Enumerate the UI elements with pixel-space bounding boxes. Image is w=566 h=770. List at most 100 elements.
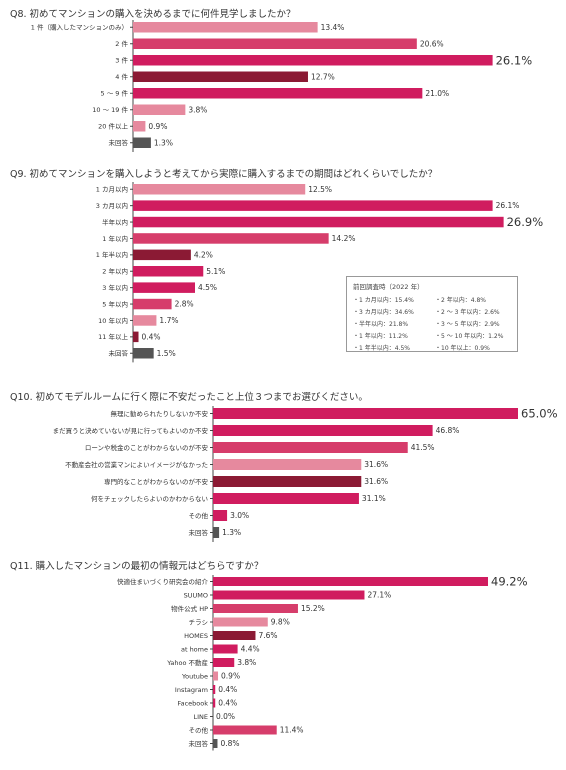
category-label: 未回答 <box>109 138 129 147</box>
category-label: 半年以内 <box>102 217 128 226</box>
annotation-item: ・1 カ月以内：15.4% <box>353 297 414 304</box>
bar <box>133 266 204 277</box>
data-label: 3.8% <box>188 105 207 114</box>
bar-chart-q11: 快適住まいづくり研究会の紹介 49.2% SUUMO 27.1% 物件公式 HP 15.2… <box>117 575 528 751</box>
data-label: 1.3% <box>154 138 173 147</box>
data-label: 5.1% <box>206 267 225 276</box>
category-label: 4 件 <box>115 72 128 81</box>
bar <box>213 685 216 694</box>
data-label: 41.5% <box>411 443 435 452</box>
annotation-item: ・5 〜 10 年以内：1.2% <box>435 333 504 340</box>
bar <box>213 476 362 487</box>
bar <box>213 577 488 586</box>
bar <box>213 631 256 640</box>
data-label: 26.1% <box>496 53 533 67</box>
data-label: 4.2% <box>194 250 213 259</box>
data-label: 4.4% <box>241 645 260 654</box>
data-label: 15.2% <box>301 604 325 613</box>
category-label: 10 〜 19 件 <box>92 105 128 114</box>
chart-title: Q11. 購入したマンションの最初の情報元はどちらですか？ <box>10 561 264 572</box>
category-label: LINE <box>193 713 208 721</box>
category-label: Youtube <box>181 672 208 680</box>
data-label: 1.7% <box>159 316 178 325</box>
bar <box>133 298 172 310</box>
data-label: 31.6% <box>364 477 388 486</box>
category-label: 未回答 <box>189 739 209 748</box>
bar <box>133 184 306 195</box>
bar <box>133 282 195 293</box>
bar <box>213 590 365 600</box>
data-label: 3.0% <box>230 511 249 520</box>
data-label: 0.4% <box>142 332 161 341</box>
bar <box>213 493 359 504</box>
annotation-item: ・3 カ月以内：34.6% <box>353 309 414 316</box>
category-label: 不動産会社の営業マンによいイメージがなかった <box>65 460 208 469</box>
category-label: HOMES <box>184 632 208 640</box>
data-label: 21.0% <box>425 89 449 98</box>
annotation-item: ・2 〜 3 年以内：2.6% <box>435 309 500 316</box>
category-label: 専門的なことがわからないのが不安 <box>104 477 209 486</box>
chart-title: Q9. 初めてマンションを購入しようと考えてから実際に購入するまでの期間はどれく… <box>10 169 438 180</box>
category-label: 1 カ月以内 <box>96 185 128 194</box>
bar <box>133 348 154 359</box>
category-label: チラシ <box>189 618 208 626</box>
bar <box>213 725 277 735</box>
category-label: その他 <box>189 725 209 734</box>
category-label: 無理に勧められたりしないか不安 <box>111 409 209 418</box>
data-label: 20.6% <box>420 39 444 48</box>
bar <box>213 510 228 521</box>
data-label: 26.1% <box>496 201 520 210</box>
data-label: 14.2% <box>332 234 356 243</box>
category-label: SUUMO <box>184 591 208 599</box>
bar <box>133 315 157 326</box>
data-label: 1.5% <box>157 349 176 358</box>
category-label: 3 件 <box>115 56 128 65</box>
annotation-item: ・2 年以内：4.8% <box>435 297 486 304</box>
data-label: 0.4% <box>218 685 237 694</box>
chart-title: Q10. 初めてモデルルームに行く際に不安だったこと上位３つまでお選びください。 <box>10 392 368 403</box>
data-label: 49.2% <box>491 575 528 589</box>
category-label: Facebook <box>177 699 208 707</box>
category-label: at home <box>181 645 208 653</box>
bar <box>213 644 238 654</box>
bar <box>213 698 216 708</box>
category-label: 20 件以上 <box>98 122 128 131</box>
bar <box>213 527 220 538</box>
data-label: 0.4% <box>218 699 237 708</box>
category-label: 物件公式 HP <box>171 604 208 613</box>
category-label: 2 年以内 <box>102 267 128 276</box>
category-label: 2 件 <box>115 39 128 48</box>
annotation-item: ・3 〜 5 年以内：2.9% <box>435 321 500 328</box>
category-label: その他 <box>189 511 209 520</box>
bar <box>133 331 139 343</box>
data-label: 13.4% <box>321 23 345 32</box>
bar <box>133 216 504 228</box>
category-label: 3 年以内 <box>102 283 128 292</box>
data-label: 65.0% <box>521 407 558 421</box>
data-label: 7.6% <box>258 631 277 640</box>
previous-survey-annotation: 前回調査時（2022 年） ・1 カ月以内：15.4% ・2 年以内：4.8% … <box>346 276 518 352</box>
bar <box>213 658 235 667</box>
bar <box>133 22 318 33</box>
bar <box>213 671 219 681</box>
category-label: まだ買うと決めていないが見に行ってもよいのか不安 <box>53 426 209 435</box>
category-label: 快適住まいづくり研究会の紹介 <box>117 577 209 586</box>
data-label: 46.8% <box>436 426 460 435</box>
data-label: 3.8% <box>237 658 256 667</box>
annotation-item: ・1 年半以内：4.5% <box>353 345 410 352</box>
bar <box>133 38 417 49</box>
bar <box>133 88 423 99</box>
data-label: 0.9% <box>148 122 167 131</box>
data-label: 0.9% <box>221 672 240 681</box>
bar <box>213 425 433 436</box>
bar-chart-q9: 1 カ月以内 12.5% 3 カ月以内 26.1% 半年以内 26.9% 1 年以内 14.2… <box>96 182 543 363</box>
category-label: 1 年半以内 <box>96 250 128 259</box>
data-label: 9.8% <box>271 618 290 627</box>
bar <box>133 233 329 244</box>
data-label: 0.8% <box>220 739 239 748</box>
category-label: 何をチェックしたらよいのかわからない <box>91 494 208 503</box>
data-label: 12.7% <box>311 72 335 81</box>
category-label: ローンや税金のことがわからないのが不安 <box>85 443 209 452</box>
data-label: 27.1% <box>367 591 391 600</box>
category-label: 5 年以内 <box>102 299 128 308</box>
